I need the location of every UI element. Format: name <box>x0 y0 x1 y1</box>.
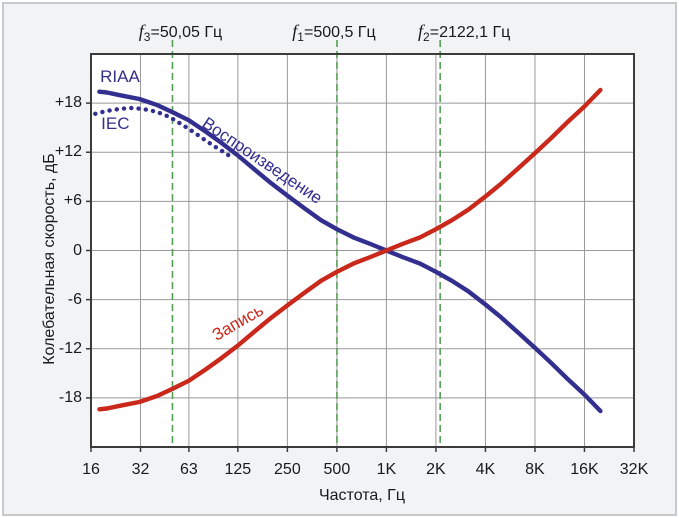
freq-marker-label-f1: f1=500,5 Гц <box>292 21 375 44</box>
riaa-curve-label: RIAA <box>100 66 140 86</box>
x-tick-label: 63 <box>180 461 198 478</box>
y-tick-label: -6 <box>67 290 82 308</box>
x-tick-label: 500 <box>323 461 351 478</box>
y-tick-label: -12 <box>58 339 82 357</box>
y-tick-label: +6 <box>63 192 82 210</box>
y-tick-label: 0 <box>73 241 82 259</box>
y-tick-label: +18 <box>54 94 82 112</box>
f1-symbol: f <box>292 21 298 41</box>
x-tick-label: 8K <box>525 461 545 478</box>
x-tick-label: 4K <box>475 461 496 478</box>
x-tick-label: 1K <box>376 461 397 478</box>
curve-playback-riaa <box>97 89 603 414</box>
x-tick-label: 32 <box>131 461 150 478</box>
f2-value: =2122,1 Гц <box>429 24 511 41</box>
curve-iec <box>93 105 236 161</box>
iec-curve-label: IEC <box>101 114 130 134</box>
x-tick-label: 16 <box>82 461 100 478</box>
y-tick-label: -18 <box>58 388 82 406</box>
f3-subscript: 3 <box>143 30 151 45</box>
x-tick-label: 32K <box>619 461 649 478</box>
f1-subscript: 1 <box>297 30 304 45</box>
x-axis-title: Частота, Гц <box>318 487 406 504</box>
f3-value: =50,05 Гц <box>150 24 223 41</box>
f2-symbol: f <box>418 21 424 41</box>
x-tick-label: 2K <box>426 461 446 478</box>
x-tick-label: 16K <box>570 461 599 478</box>
freq-marker-label-f2: f2=2122,1 Гц <box>418 21 510 44</box>
freq-marker-label-f3: f3=50,05 Гц <box>139 21 222 44</box>
f2-subscript: 2 <box>423 30 430 45</box>
x-tick-label: 250 <box>274 461 301 478</box>
f1-value: =500,5 Гц <box>303 24 376 41</box>
x-tick-label: 125 <box>224 461 252 478</box>
f3-symbol: f <box>138 21 144 41</box>
y-tick-label: +12 <box>54 143 82 161</box>
curve-record <box>97 87 603 412</box>
